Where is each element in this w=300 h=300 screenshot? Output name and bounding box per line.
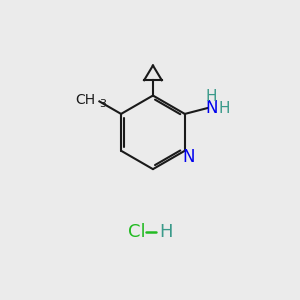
Text: Cl: Cl [128, 224, 146, 242]
Text: N: N [205, 99, 218, 117]
Text: 3: 3 [99, 99, 106, 110]
Text: H: H [159, 224, 173, 242]
Text: N: N [182, 148, 195, 166]
Text: H: H [206, 89, 217, 104]
Text: CH: CH [75, 93, 95, 106]
Text: H: H [218, 100, 230, 116]
